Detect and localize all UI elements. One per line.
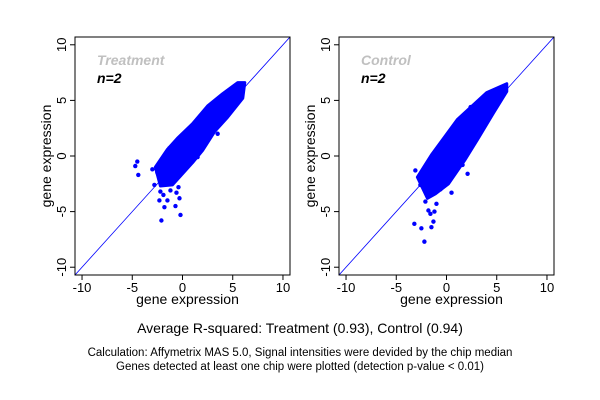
y-axis-label: gene expression — [302, 105, 318, 208]
y-tick-label: 0 — [54, 152, 69, 159]
y-tick-label: -5 — [54, 206, 69, 218]
data-point — [136, 172, 141, 178]
data-point — [158, 189, 163, 194]
data-point — [176, 184, 181, 190]
x-tick-label: 10 — [540, 280, 554, 295]
y-tick-label: 0 — [318, 152, 333, 159]
data-point — [155, 170, 160, 175]
sample-size-label: n=2 — [97, 70, 122, 86]
sample-size-label: n=2 — [361, 70, 386, 86]
x-tick-label: 0 — [179, 280, 186, 295]
data-point — [432, 209, 437, 214]
data-point — [468, 104, 473, 110]
y-tick-label: 10 — [318, 38, 333, 52]
x-tick-label: -10 — [73, 280, 92, 295]
x-tick-label: 5 — [493, 280, 500, 295]
data-point — [174, 190, 179, 195]
data-point — [195, 154, 200, 160]
data-point — [167, 146, 172, 151]
y-tick-label: 5 — [54, 97, 69, 104]
r-squared-summary: Average R-squared: Treatment (0.93), Con… — [137, 320, 463, 336]
data-point — [135, 159, 140, 164]
data-point — [173, 203, 178, 209]
y-tick-label: 5 — [318, 97, 333, 104]
dense-point-cloud — [415, 82, 509, 200]
panel-control: -10 -10 -5 -5 0 0 5 5 10 10 gene expression gene ex… — [302, 36, 555, 307]
data-point — [422, 239, 427, 244]
data-point — [429, 224, 434, 230]
data-point — [412, 221, 417, 227]
data-point — [426, 208, 431, 213]
y-tick-label: -5 — [318, 206, 333, 218]
y-tick-label: 10 — [54, 38, 69, 52]
x-tick-label: -10 — [337, 280, 356, 295]
dense-point-cloud — [153, 81, 247, 188]
data-point — [157, 198, 162, 203]
footnote-detection: Genes detected at least one chip were pl… — [116, 361, 484, 373]
data-point — [460, 162, 465, 168]
data-point — [150, 167, 155, 172]
data-point — [200, 111, 205, 116]
data-point — [465, 171, 470, 176]
data-point — [188, 157, 193, 162]
data-point — [133, 163, 138, 169]
data-point — [418, 182, 423, 188]
data-point — [177, 196, 182, 201]
data-point — [161, 192, 166, 198]
data-point — [444, 138, 449, 143]
x-tick-label: -5 — [390, 280, 402, 295]
data-point — [165, 198, 170, 203]
data-point — [431, 219, 436, 224]
x-axis-label: gene expression — [400, 291, 503, 307]
data-point — [162, 204, 167, 210]
data-point — [178, 212, 183, 218]
y-axis-label: gene expression — [38, 105, 54, 208]
y-tick-label: -10 — [318, 258, 333, 277]
data-point — [205, 133, 210, 139]
panel-label: Treatment — [97, 52, 166, 68]
x-tick-label: 0 — [443, 280, 450, 295]
x-tick-label: 10 — [276, 280, 290, 295]
panel-label: Control — [361, 52, 412, 68]
data-point — [413, 168, 418, 173]
x-tick-label: 5 — [229, 280, 236, 295]
data-point — [438, 187, 443, 192]
footnote-calculation: Calculation: Affymetrix MAS 5.0, Signal … — [87, 347, 513, 359]
data-point — [168, 188, 173, 193]
panel-treatment: -10 -10 -5 -5 0 0 5 5 10 10 gene expression gene ex… — [38, 36, 291, 307]
data-point — [428, 211, 433, 217]
data-point — [423, 199, 428, 204]
data-point — [152, 182, 157, 188]
data-point — [215, 131, 220, 136]
data-point — [419, 226, 424, 231]
data-point — [159, 218, 164, 223]
x-tick-label: -5 — [126, 280, 138, 295]
data-point — [449, 190, 454, 195]
data-point — [434, 201, 439, 207]
y-tick-label: -10 — [54, 258, 69, 277]
x-axis-label: gene expression — [136, 291, 239, 307]
